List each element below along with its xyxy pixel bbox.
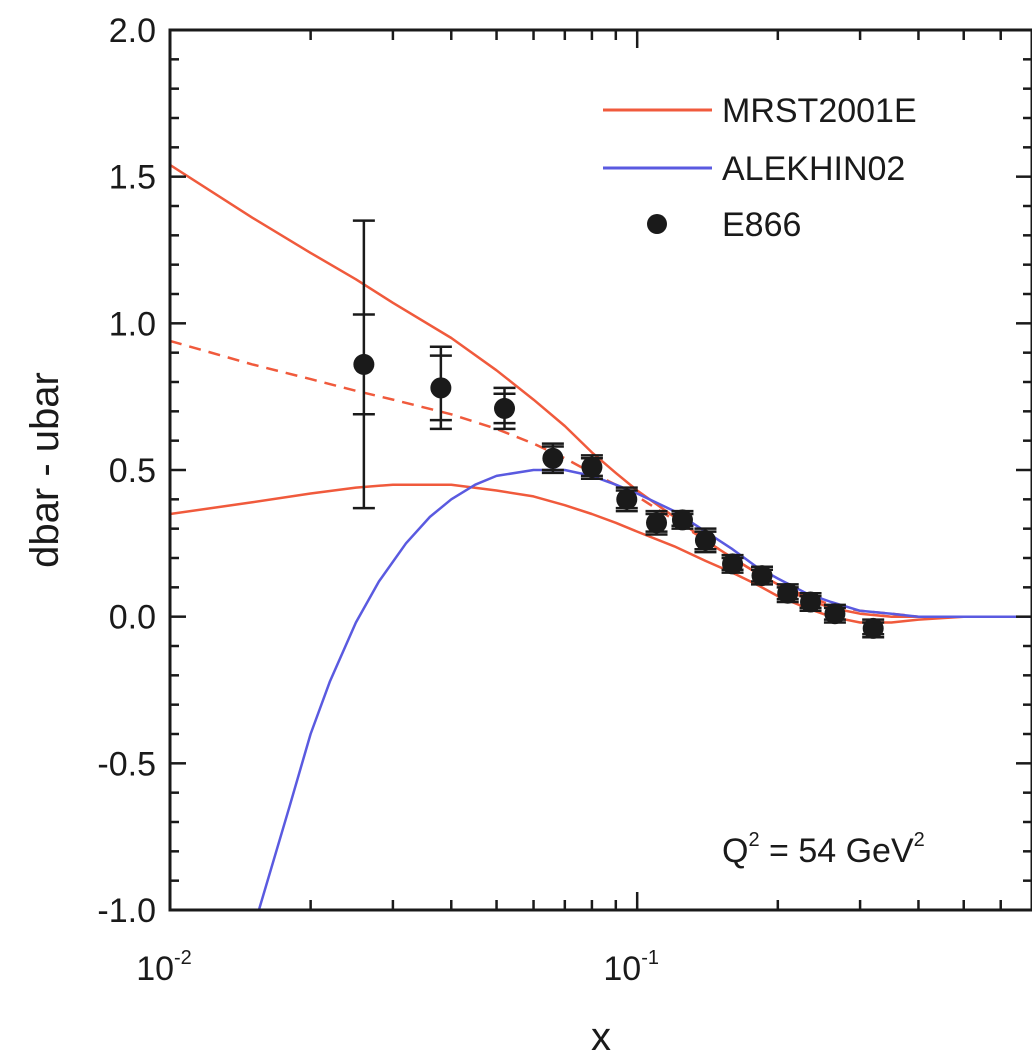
e866-point (862, 617, 885, 639)
legend-marker-e866 (647, 214, 667, 234)
x-tick-base: 10 (136, 950, 174, 988)
e866-point (721, 553, 744, 575)
y-tick-label: -0.5 (97, 745, 156, 783)
e866-marker (824, 603, 846, 625)
e866-marker (751, 565, 773, 587)
x-tick-exponent: -2 (174, 947, 192, 969)
data-points (352, 219, 885, 639)
y-axis-label: dbar - ubar (23, 372, 67, 568)
curve-mrst2001e-central (170, 339, 1032, 618)
q2-annotation-sup2: 2 (914, 829, 925, 851)
e866-point (615, 486, 638, 513)
e866-point (493, 386, 516, 431)
e866-marker (581, 456, 603, 478)
e866-marker (800, 591, 822, 613)
e866-marker (430, 377, 452, 399)
e866-marker (616, 488, 638, 510)
x-tick-label: 10-2 (136, 947, 192, 988)
e866-point (776, 582, 799, 604)
q2-annotation-middle: = 54 GeV (760, 832, 914, 870)
e866-marker (646, 512, 668, 534)
y-tick-label: 2.0 (109, 12, 156, 50)
e866-point (541, 442, 564, 475)
e866-point (429, 345, 452, 431)
x-axis-label: x (591, 1015, 611, 1059)
e866-marker (353, 353, 375, 375)
q2-annotation-q: Q (722, 832, 748, 870)
legend-label-e866: E866 (722, 206, 801, 244)
e866-point (645, 509, 668, 536)
legend: MRST2001E ALEKHIN02 E866 (603, 92, 917, 244)
legend-label-alekhin: ALEKHIN02 (722, 150, 905, 188)
e866-point (823, 603, 846, 625)
e866-marker (494, 397, 516, 419)
y-tick-label: 1.0 (109, 305, 156, 343)
q2-annotation-sup1: 2 (748, 829, 759, 851)
curves (170, 163, 1032, 910)
e866-point (799, 591, 822, 613)
e866-marker (694, 529, 716, 551)
e866-marker (722, 553, 744, 575)
e866-point (580, 454, 603, 481)
x-tick-base: 10 (603, 950, 641, 988)
y-tick-label: 1.5 (109, 159, 156, 197)
e866-marker (777, 582, 799, 604)
y-tick-label: 0.0 (109, 599, 156, 637)
e866-marker (671, 509, 693, 531)
legend-label-mrst: MRST2001E (722, 92, 917, 130)
curve-alekhin02-central (257, 468, 1032, 910)
e866-marker (542, 447, 564, 469)
x-tick-exponent: -1 (641, 947, 659, 969)
curve-mrst2001e-lower (170, 483, 1032, 624)
x-tick-label: 10-1 (603, 947, 659, 988)
y-tick-label: 0.5 (109, 452, 156, 490)
e866-point (694, 527, 717, 554)
curve-mrst2001e-upper (170, 163, 1032, 618)
axes: -1.0-0.50.00.51.01.52.010-2 10-1 (97, 12, 1032, 988)
e866-marker (862, 617, 884, 639)
q2-annotation: Q2 = 54 GeV2 (722, 829, 925, 870)
y-tick-label: -1.0 (97, 892, 156, 930)
e866-point (751, 565, 774, 587)
e866-point (352, 219, 375, 510)
e866-point (671, 509, 694, 531)
